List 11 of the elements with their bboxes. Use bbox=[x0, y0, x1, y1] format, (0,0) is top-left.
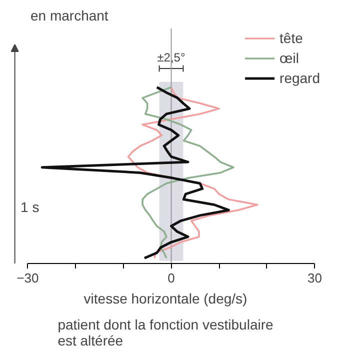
chart-title: en marchant bbox=[30, 8, 108, 24]
band-label: ±2,5° bbox=[157, 50, 186, 64]
x-axis-title: vitesse horizontale (deg/s) bbox=[84, 290, 248, 306]
annotation: 1 s bbox=[20, 199, 40, 216]
legend-label: œil bbox=[280, 50, 300, 66]
x-tick-label: −30 bbox=[16, 270, 39, 286]
legend-label: tête bbox=[280, 30, 303, 46]
legend-label: regard bbox=[280, 70, 320, 86]
x-tick-label: 0 bbox=[168, 270, 175, 286]
x-tick-label: 30 bbox=[308, 270, 322, 286]
text: patient dont la fonction vestibulaire est altérée bbox=[58, 316, 274, 348]
